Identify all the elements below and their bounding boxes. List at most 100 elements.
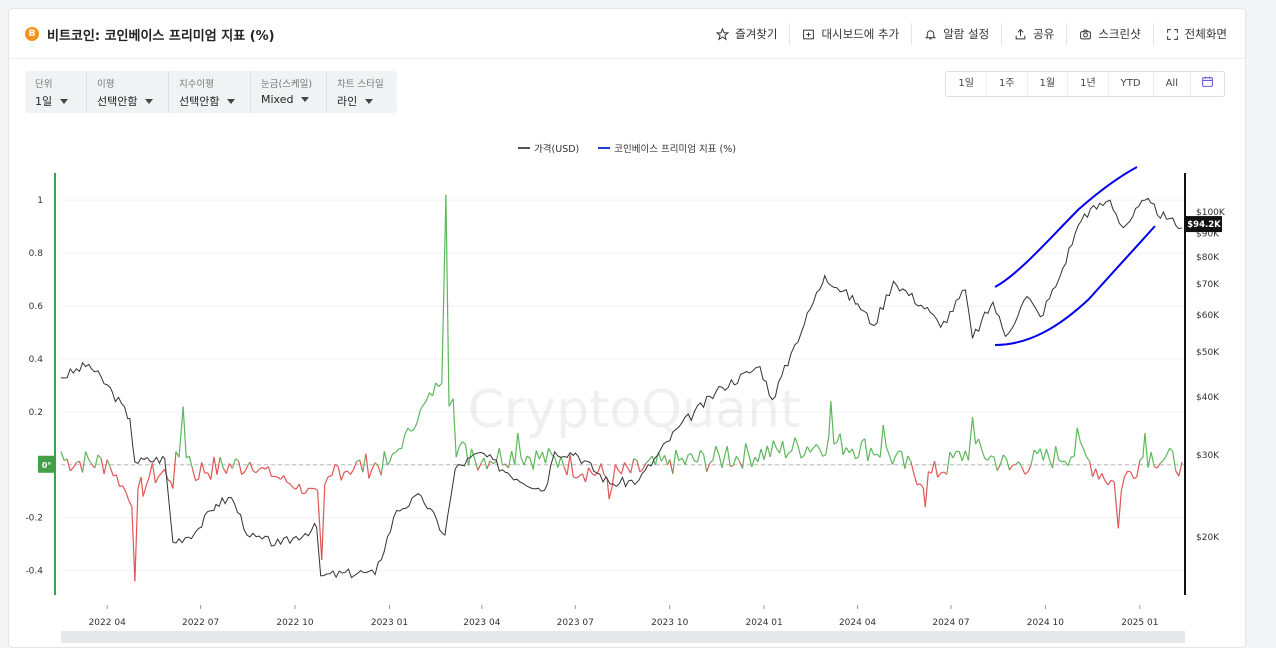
premium-segment [168, 479, 171, 482]
share-button[interactable]: 공유 [1002, 23, 1067, 45]
chart-scrollbar[interactable] [61, 631, 1185, 643]
premium-segment [179, 407, 183, 458]
y-left-tick-label: 1 [37, 196, 43, 206]
premium-segment [592, 473, 595, 476]
premium-segment [994, 457, 997, 470]
premium-segment [539, 452, 542, 459]
premium-segment [783, 441, 786, 458]
premium-segment [1179, 462, 1182, 476]
premium-segment [637, 460, 640, 472]
premium-segment [1025, 472, 1028, 474]
premium-segment [865, 439, 868, 461]
alarm-button[interactable]: 알람 설정 [912, 23, 1002, 45]
premium-segment [360, 460, 363, 472]
premium-segment [880, 425, 883, 457]
share-icon [1014, 28, 1027, 41]
premium-segment [908, 456, 911, 462]
fullscreen-button[interactable]: 전체화면 [1154, 23, 1227, 45]
ma-select[interactable]: 이평 선택안함 [87, 71, 169, 113]
scale-select[interactable]: 눈금(스케일) Mixed [251, 71, 327, 113]
unit-select[interactable]: 단위 1일 [25, 71, 87, 113]
premium-segment [262, 467, 265, 469]
premium-segment [727, 446, 730, 466]
y-left-tick-label: -0.2 [25, 514, 43, 524]
premium-segment [831, 401, 834, 444]
premium-segment [1167, 448, 1170, 455]
premium-segment [305, 488, 308, 493]
range-1m[interactable]: 1월 [1028, 72, 1069, 96]
premium-segment [621, 463, 624, 474]
add-dashboard-button[interactable]: 대시보드에 추가 [790, 23, 912, 45]
premium-segment [1077, 428, 1080, 442]
premium-segment [646, 460, 649, 463]
premium-segment [79, 461, 82, 473]
fullscreen-label: 전체화면 [1185, 26, 1227, 42]
premium-segment [628, 468, 631, 473]
premium-segment [1050, 459, 1053, 468]
premium-segment [509, 451, 512, 468]
premium-segment [1000, 455, 1003, 465]
y-left-tick-label: 0.4 [29, 355, 44, 365]
premium-segment [442, 195, 446, 383]
premium-segment [245, 465, 248, 471]
range-all[interactable]: All [1154, 72, 1191, 96]
range-1w[interactable]: 1주 [987, 72, 1028, 96]
premium-segment [332, 465, 335, 476]
range-1y[interactable]: 1년 [1068, 72, 1109, 96]
premium-segment [389, 454, 392, 462]
premium-segment [1163, 455, 1166, 460]
premium-segment [1124, 471, 1127, 477]
legend-item-price[interactable]: 가격(USD) [518, 141, 579, 155]
premium-segment [816, 444, 819, 448]
premium-segment [341, 472, 344, 480]
premium-segment [490, 461, 493, 464]
premium-segment [546, 448, 549, 463]
premium-segment [1099, 473, 1102, 479]
premium-segment [710, 460, 713, 463]
premium-segment [1128, 471, 1131, 472]
premium-segment [755, 457, 758, 462]
premium-segment [1121, 477, 1124, 491]
premium-segment [284, 476, 287, 483]
premium-segment [979, 439, 982, 450]
premium-segment [259, 467, 262, 469]
range-ytd[interactable]: YTD [1109, 72, 1154, 96]
premium-segment [719, 455, 722, 468]
premium-segment [576, 476, 579, 478]
style-select[interactable]: 차트 스타일 라인 [327, 71, 397, 113]
premium-segment [676, 450, 679, 461]
premium-segment [801, 456, 804, 459]
premium-segment [152, 463, 155, 483]
range-1d[interactable]: 1일 [946, 72, 987, 96]
premium-segment [1108, 480, 1111, 485]
premium-segment [325, 477, 328, 484]
premium-segment [159, 473, 162, 477]
screenshot-button[interactable]: 스크린샷 [1067, 23, 1153, 45]
premium-segment [976, 439, 979, 444]
premium-segment [141, 477, 143, 496]
premium-segment [155, 477, 158, 483]
premium-segment [786, 453, 789, 458]
y-right-tick-label: $30K [1196, 451, 1220, 461]
premium-segment [780, 441, 783, 453]
calendar-button[interactable] [1191, 72, 1224, 96]
ema-value: 선택안함 [179, 93, 219, 109]
x-tick-label: 2023 04 [463, 618, 500, 628]
premium-segment [242, 472, 245, 475]
unit-value: 1일 [35, 93, 52, 109]
premium-segment [426, 393, 429, 401]
ema-select[interactable]: 지수이평 선택안함 [169, 71, 251, 113]
premium-segment [852, 449, 855, 459]
premium-segment [1134, 477, 1137, 478]
premium-segment [524, 456, 527, 465]
premium-segment [493, 462, 496, 464]
premium-segment [290, 484, 293, 488]
legend-item-premium[interactable]: 코인베이스 프리미엄 지표 (%) [598, 141, 736, 155]
premium-segment [941, 472, 944, 473]
premium-segment [1013, 465, 1016, 466]
favorite-button[interactable]: 즐겨찾기 [704, 23, 790, 45]
premium-segment [322, 484, 325, 560]
premium-segment [985, 459, 988, 460]
ma-value: 선택안함 [97, 93, 137, 109]
unit-label: 단위 [35, 76, 76, 90]
